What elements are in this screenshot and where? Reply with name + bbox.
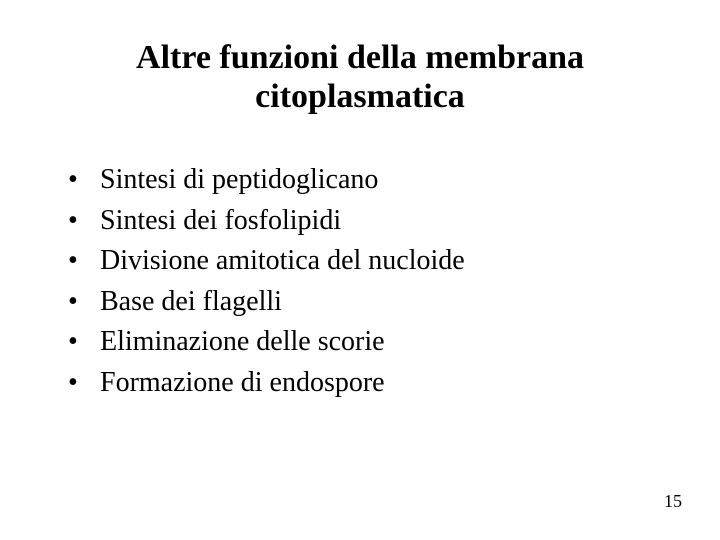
list-item-text: Sintesi di peptidoglicano xyxy=(100,164,378,195)
list-item: Formazione di endospore xyxy=(68,363,680,404)
list-item: Divisione amitotica del nucloide xyxy=(68,241,680,282)
list-item: Base dei flagelli xyxy=(68,282,680,323)
list-item-text: Base dei flagelli xyxy=(100,286,282,317)
bullet-list: Sintesi di peptidoglicano Sintesi dei fo… xyxy=(68,160,680,404)
list-item: Eliminazione delle scorie xyxy=(68,322,680,363)
list-item-text: Divisione amitotica del nucloide xyxy=(100,245,465,276)
slide-body: Sintesi di peptidoglicano Sintesi dei fo… xyxy=(68,160,680,404)
list-item: Sintesi di peptidoglicano xyxy=(68,160,680,201)
title-line-1: Altre funzioni della membrana xyxy=(0,38,720,77)
slide: Altre funzioni della membrana citoplasma… xyxy=(0,0,720,540)
list-item-text: Eliminazione delle scorie xyxy=(100,326,385,357)
page-number: 15 xyxy=(664,491,682,512)
title-line-2: citoplasmatica xyxy=(0,77,720,116)
list-item: Sintesi dei fosfolipidi xyxy=(68,201,680,242)
list-item-text: Formazione di endospore xyxy=(100,367,385,398)
list-item-text: Sintesi dei fosfolipidi xyxy=(100,205,341,236)
slide-title: Altre funzioni della membrana citoplasma… xyxy=(0,38,720,116)
